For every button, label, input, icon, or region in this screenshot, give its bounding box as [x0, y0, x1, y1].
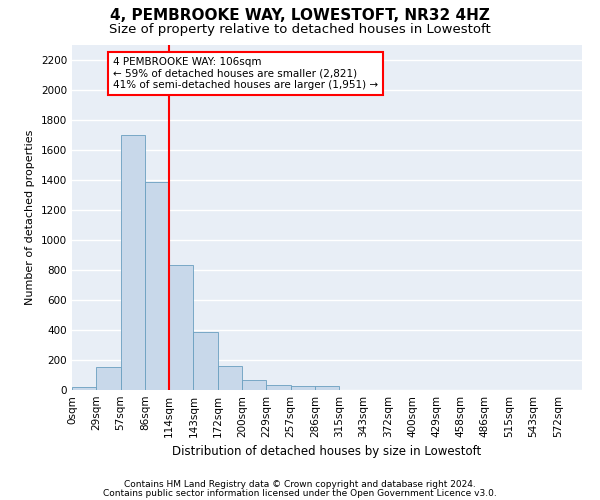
- Bar: [96, 367, 121, 390]
- Text: Size of property relative to detached houses in Lowestoft: Size of property relative to detached ho…: [109, 22, 491, 36]
- Bar: [193, 332, 218, 390]
- Text: 4 PEMBROOKE WAY: 106sqm
← 59% of detached houses are smaller (2,821)
41% of semi: 4 PEMBROOKE WAY: 106sqm ← 59% of detache…: [113, 57, 378, 90]
- Bar: [72, 387, 96, 390]
- Text: 4, PEMBROOKE WAY, LOWESTOFT, NR32 4HZ: 4, PEMBROOKE WAY, LOWESTOFT, NR32 4HZ: [110, 8, 490, 22]
- Y-axis label: Number of detached properties: Number of detached properties: [25, 130, 35, 305]
- Bar: [315, 386, 339, 390]
- Bar: [169, 265, 193, 390]
- X-axis label: Distribution of detached houses by size in Lowestoft: Distribution of detached houses by size …: [172, 446, 482, 458]
- Bar: [145, 182, 169, 390]
- Text: Contains public sector information licensed under the Open Government Licence v3: Contains public sector information licen…: [103, 488, 497, 498]
- Bar: [218, 366, 242, 390]
- Bar: [242, 380, 266, 390]
- Bar: [290, 386, 315, 390]
- Text: Contains HM Land Registry data © Crown copyright and database right 2024.: Contains HM Land Registry data © Crown c…: [124, 480, 476, 489]
- Bar: [121, 135, 145, 390]
- Bar: [266, 385, 290, 390]
